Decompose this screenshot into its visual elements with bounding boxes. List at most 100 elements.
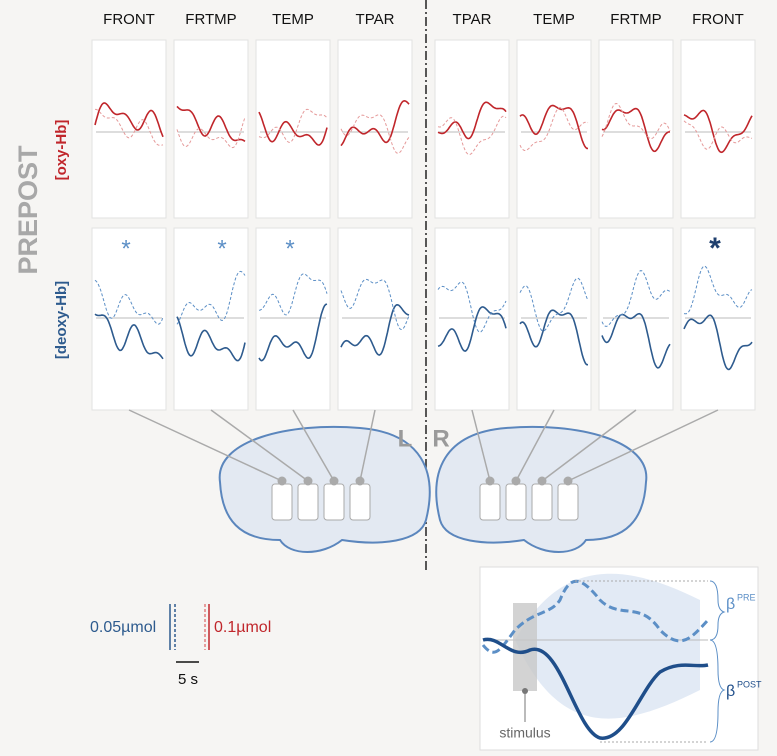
probe: [537, 476, 547, 486]
probe: [303, 476, 313, 486]
deoxy-pre: [176, 270, 246, 325]
deoxy-pre: [519, 277, 589, 332]
panel: [434, 39, 510, 219]
panel: [434, 227, 510, 411]
probe: [355, 476, 365, 486]
channel-box: [479, 483, 501, 521]
brace: [709, 580, 726, 641]
significance-marker: *: [217, 235, 226, 262]
column-label: FRTMP: [610, 11, 661, 28]
channel-box: [557, 483, 579, 521]
stimulus-dot: [522, 688, 528, 694]
column-label: FRONT: [692, 11, 744, 28]
oxy-post: [601, 107, 671, 153]
hemisphere-label: L: [398, 425, 413, 452]
significance-marker: *: [285, 235, 294, 262]
connector: [210, 409, 309, 482]
oxy-pre: [519, 107, 589, 151]
oxy-post: [94, 102, 164, 138]
panels: FRONT FRTMP TEMP TPAR TPAR TEMP FRTMP FRONT * * * *: [91, 11, 756, 411]
deoxy-pre: [683, 265, 753, 315]
deoxy-post: [683, 314, 753, 371]
beta-superscript: POST: [737, 679, 762, 689]
connector: [541, 409, 637, 482]
brace: [709, 639, 726, 743]
deoxy-post: [176, 316, 246, 362]
column-label: TEMP: [533, 11, 575, 28]
oxy-post: [176, 105, 246, 143]
oxy-pre: [683, 120, 753, 150]
connector: [471, 409, 491, 482]
time-label: 5 s: [178, 671, 198, 688]
pre-curve: [481, 579, 710, 654]
connector: [292, 409, 335, 482]
deoxy-pre: [340, 278, 410, 331]
panel: [598, 39, 674, 219]
column-label: FRTMP: [185, 11, 236, 28]
oxy-pre: [437, 115, 507, 156]
channel-box: [271, 483, 293, 521]
channel-box: [531, 483, 553, 521]
scale-label: 0.1µmol: [214, 619, 271, 636]
panel: [598, 227, 674, 411]
oxy-post: [258, 111, 328, 146]
deoxy-post: [519, 309, 588, 366]
panel: [516, 227, 592, 411]
panel: [255, 227, 331, 411]
probe: [563, 476, 573, 486]
column-label: FRONT: [103, 11, 155, 28]
deoxy-post: [437, 306, 507, 352]
connector: [515, 409, 555, 482]
beta-area: [515, 573, 700, 719]
post-curve: [482, 637, 709, 740]
deoxy-post: [258, 303, 328, 362]
connector: [567, 409, 719, 482]
significance-marker: *: [709, 232, 721, 265]
beta-superscript: PRE: [737, 592, 756, 602]
scale-bars: 0.05µmol 0.1µmol 5 s: [90, 604, 271, 688]
probe: [329, 476, 339, 486]
beta-symbol: β: [726, 683, 735, 700]
row-label: [deoxy-Hb]: [53, 281, 70, 359]
probe: [485, 476, 495, 486]
row-label: [oxy-Hb]: [53, 120, 70, 181]
oxy-post: [437, 101, 507, 140]
panel: [516, 39, 592, 219]
condition-label: PREPOST: [13, 145, 43, 275]
deoxy-pre: [601, 270, 671, 327]
probes: [128, 409, 719, 521]
panel: [337, 227, 413, 411]
hemisphere-label: R: [432, 425, 449, 452]
oxy-post: [340, 99, 410, 147]
deoxy-post: [340, 303, 410, 356]
panel: [680, 39, 756, 219]
oxy-pre: [176, 116, 246, 149]
channel-box: [349, 483, 371, 521]
oxy-post: [519, 104, 588, 150]
stimulus-label: stimulus: [499, 725, 550, 741]
probe: [511, 476, 521, 486]
oxy-pre: [258, 108, 328, 143]
deoxy-pre: [94, 279, 164, 325]
beta-symbol: β: [726, 596, 735, 613]
oxy-pre: [601, 102, 671, 140]
oxy-post: [683, 109, 753, 154]
channel-box: [297, 483, 319, 521]
column-label: TPAR: [453, 11, 492, 28]
probe: [277, 476, 287, 486]
oxy-pre: [95, 108, 164, 146]
connector: [128, 409, 283, 482]
deoxy-pre: [258, 273, 328, 316]
scale-label: 0.05µmol: [90, 619, 156, 636]
channel-box: [323, 483, 345, 521]
inset: stimulus β PRE β POST: [479, 566, 762, 751]
deoxy-post: [94, 313, 164, 360]
panel: [173, 227, 249, 411]
deoxy-pre: [437, 281, 507, 333]
significance-marker: *: [121, 235, 130, 262]
connector: [359, 409, 376, 482]
panel: [91, 39, 167, 219]
deoxy-post: [601, 312, 671, 369]
column-label: TPAR: [356, 11, 395, 28]
